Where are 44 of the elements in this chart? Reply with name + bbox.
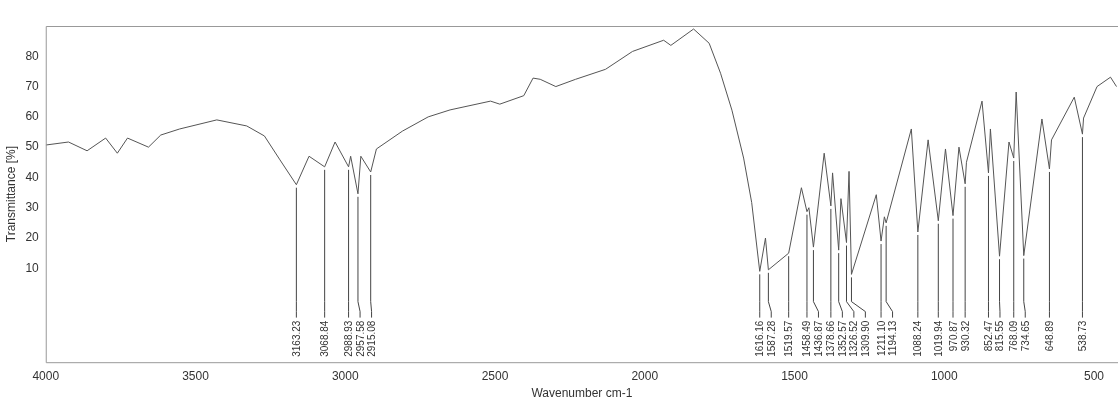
annotation: 2915.08 [366,320,378,357]
x-tick-label: 1000 [930,368,958,383]
annotation: 3163.23 [290,320,302,357]
annotation: 1088.24 [912,320,924,357]
x-tick-label: 3000 [331,368,359,383]
x-tick-label: 500 [1084,368,1105,383]
annotation: 2957.58 [354,320,366,357]
annotation: 1519.57 [783,320,795,357]
annotation: 1194.13 [887,320,899,356]
x-tick-label: 1500 [781,368,809,383]
y-tick-label: 80 [25,48,40,63]
x-axis-title: Wavenumber cm-1 [531,386,633,401]
annotation: 1587.28 [765,320,777,357]
annotation: 538.73 [1076,320,1088,352]
annotation: 1616.16 [754,320,766,357]
x-tick-label: 2000 [631,368,659,383]
x-tick-label: 2500 [481,368,509,383]
x-tick-label: 3500 [182,368,210,383]
annotation: 970.87 [947,320,959,352]
y-tick-label: 50 [25,139,40,154]
annotation: 1458.49 [801,320,813,357]
annotation: 1378.66 [825,320,837,357]
y-tick-label: 20 [25,230,40,245]
annotation: 1352.57 [836,320,848,357]
y-tick-label: 40 [25,169,40,184]
y-tick-label: 70 [25,78,40,93]
annotation: 768.09 [1008,320,1020,352]
annotation: 1309.90 [859,320,871,357]
annotation: 930.32 [959,320,971,352]
annotation: 648.89 [1043,320,1055,352]
annotation: 1326.52 [848,320,860,357]
y-tick-label: 60 [25,109,40,124]
annotation: 815.55 [994,320,1006,352]
annotation: 734.65 [1019,320,1031,352]
annotation: 1211.10 [875,320,887,356]
annotation: 3068.84 [319,320,331,357]
annotation: 1436.87 [812,320,824,357]
y-axis-title: Transmittance [%] [3,145,18,243]
annotation: 2988.93 [343,320,355,357]
y-tick-label: 10 [25,260,40,275]
annotation: 1019.94 [932,320,944,357]
y-tick-label: 30 [25,200,40,215]
annotation: 852.47 [982,320,994,352]
x-tick-label: 4000 [32,368,60,383]
